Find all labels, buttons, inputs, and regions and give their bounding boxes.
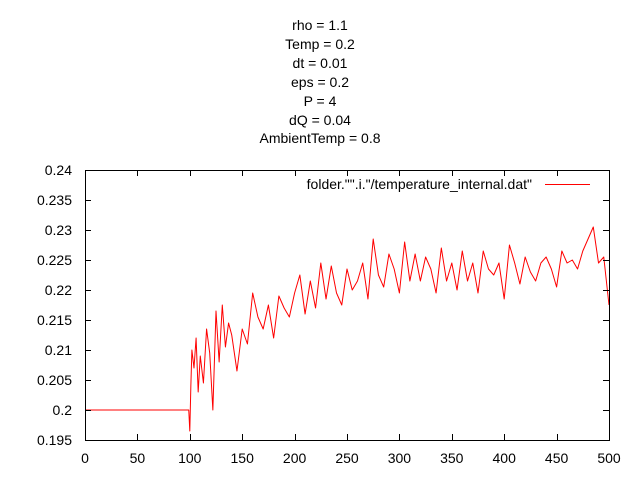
- x-tick-label: 50: [130, 450, 146, 466]
- y-tick-label: 0.235: [37, 192, 72, 208]
- x-tick-label: 200: [283, 450, 307, 466]
- x-tick-label: 300: [388, 450, 412, 466]
- y-tick-label: 0.21: [45, 342, 72, 358]
- y-tick-label: 0.215: [37, 312, 72, 328]
- title-line-dt: dt = 0.01: [292, 54, 348, 71]
- y-tick-label: 0.24: [45, 162, 72, 178]
- y-tick-label: 0.2: [53, 402, 73, 418]
- y-tick-label: 0.225: [37, 252, 72, 268]
- x-tick-label: 500: [597, 450, 621, 466]
- title-line-eps: eps = 0.2: [291, 73, 349, 90]
- y-tick-label: 0.195: [37, 432, 72, 448]
- y-tick-label: 0.205: [37, 372, 72, 388]
- title-line-temp: Temp = 0.2: [285, 35, 355, 52]
- y-tick-label: 0.23: [45, 222, 72, 238]
- x-tick-label: 350: [440, 450, 464, 466]
- x-tick-label: 100: [178, 450, 202, 466]
- legend-label: folder."".i."/temperature_internal.dat": [307, 176, 532, 192]
- plot-frame: [85, 170, 610, 441]
- title-line-p: P = 4: [303, 92, 337, 109]
- x-tick-label: 0: [81, 450, 89, 466]
- x-tick-label: 250: [335, 450, 359, 466]
- series-line-0: [85, 226, 610, 432]
- x-tick-label: 450: [545, 450, 569, 466]
- title-line-ambient-temp: AmbientTemp = 0.8: [259, 130, 381, 147]
- series-layer: [85, 226, 610, 432]
- legend: folder."".i."/temperature_internal.dat": [307, 176, 590, 192]
- axis-ticks: 0 50 100 150 200 250 300 350 400 450 500 0.195 0.2 0.…: [37, 162, 621, 466]
- title-line-dq: dQ = 0.04: [289, 111, 351, 128]
- title-line-rho: rho = 1.1: [292, 17, 348, 33]
- y-tick-label: 0.22: [45, 282, 72, 298]
- x-tick-label: 150: [231, 450, 255, 466]
- chart-title: rho = 1.1 Temp = 0.2 dt = 0.01 eps = 0.2…: [0, 16, 640, 148]
- x-tick-label: 400: [493, 450, 517, 466]
